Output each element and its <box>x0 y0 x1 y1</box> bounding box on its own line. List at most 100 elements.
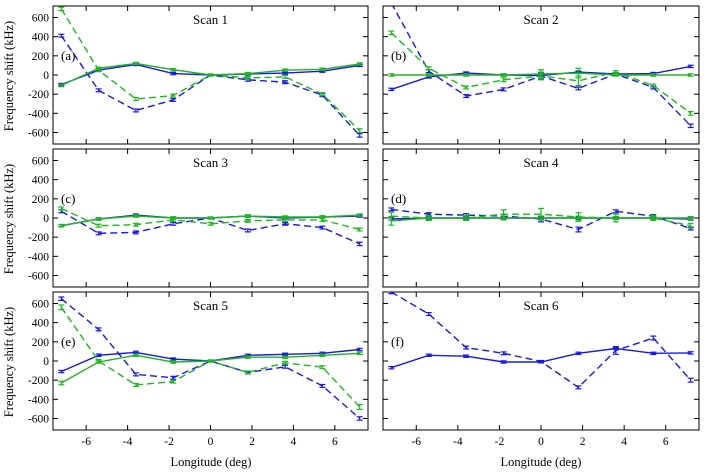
y-tick-label: 600 <box>32 13 50 25</box>
error-bar <box>356 404 363 410</box>
error-bar <box>95 68 102 73</box>
error-bar <box>319 365 326 370</box>
x-tick-label: -2 <box>495 436 505 448</box>
error-bar <box>575 226 582 233</box>
error-bar <box>575 86 582 91</box>
error-bar <box>425 353 432 357</box>
error-bar <box>687 73 694 77</box>
panel-letter: (d) <box>391 191 406 206</box>
error-bar <box>207 73 214 77</box>
series-group <box>58 6 363 138</box>
error-bar <box>463 85 470 90</box>
error-bar <box>650 335 657 341</box>
y-tick-label: 200 <box>32 337 50 349</box>
error-bar <box>612 213 619 223</box>
error-bar <box>425 215 432 221</box>
error-bar <box>244 214 251 218</box>
error-bar <box>319 353 326 357</box>
panel-frame <box>52 148 369 288</box>
error-bar <box>95 88 102 93</box>
error-bar <box>612 346 619 355</box>
error-bar <box>170 71 177 76</box>
y-axis-title: Frequency shift (kHz) Frequency shift (k… <box>2 21 16 417</box>
error-bar <box>687 215 694 221</box>
error-bar <box>500 351 507 356</box>
x-tick-label: -2 <box>164 436 174 448</box>
error-bar <box>132 353 139 357</box>
error-bar <box>575 212 582 222</box>
y-tick-label: 200 <box>32 194 50 206</box>
error-bar <box>132 230 139 235</box>
y-tick-label: 400 <box>32 175 50 187</box>
error-bar <box>575 351 582 356</box>
y-tick-label: 200 <box>32 51 50 63</box>
error-bar <box>282 360 289 365</box>
x-tick-label: 2 <box>580 436 586 448</box>
error-bar <box>132 222 139 227</box>
error-bar <box>388 365 395 370</box>
panel-3: -600 -400 -200 0 200 400 600 Scan 3 (c) <box>28 148 369 288</box>
x-tick-label: 4 <box>621 436 627 448</box>
error-bar <box>207 216 214 220</box>
error-bar <box>425 73 432 77</box>
error-bar <box>650 351 657 356</box>
x-tick-label: -4 <box>123 436 133 448</box>
y-tick-label: 600 <box>32 299 50 311</box>
panel-title: Scan 5 <box>193 298 228 313</box>
error-bar <box>282 355 289 359</box>
error-bar <box>388 73 395 77</box>
error-bar <box>95 217 102 221</box>
error-bar <box>500 77 507 83</box>
panel-6: -6 -4 -2 0 2 4 6 Scan 6 (f) <box>382 291 700 448</box>
error-bar <box>356 62 363 66</box>
error-bar <box>500 73 507 77</box>
error-bar <box>388 30 395 36</box>
error-bar <box>170 360 177 364</box>
y-tick-label: -200 <box>28 375 49 387</box>
error-bar <box>58 223 65 228</box>
error-bar <box>282 217 289 222</box>
series-line-blue-dashed <box>391 208 691 231</box>
error-bar <box>170 67 177 72</box>
x-tick-label: -6 <box>411 436 421 448</box>
error-bar <box>463 354 470 358</box>
error-bar <box>612 70 619 75</box>
error-bar <box>463 94 470 99</box>
error-bar <box>356 351 363 356</box>
error-bar <box>58 369 65 374</box>
error-bar <box>319 92 326 97</box>
error-bar <box>282 80 289 85</box>
panel-title: Scan 3 <box>193 155 228 170</box>
error-bar <box>58 6 65 12</box>
error-bar <box>58 206 65 211</box>
error-bar <box>356 416 363 421</box>
y-axis-label: Frequency shift (kHz) <box>2 307 16 417</box>
x-tick-label: -4 <box>453 436 463 448</box>
panel-letter: (b) <box>391 48 406 63</box>
y-tick-label: 0 <box>43 356 49 368</box>
error-bar <box>207 221 214 226</box>
y-tick-label: -600 <box>28 128 49 140</box>
error-bar <box>58 296 65 302</box>
y-tick-label: -400 <box>28 251 49 263</box>
error-bar <box>282 68 289 72</box>
panel-frame <box>382 5 700 145</box>
y-tick-label: 400 <box>32 32 50 44</box>
y-tick-label: 600 <box>32 156 50 168</box>
error-bar <box>170 97 177 102</box>
error-bar <box>687 111 694 116</box>
error-bar <box>425 66 432 71</box>
x-tick-label: 0 <box>208 436 214 448</box>
panel-4: Scan 4 (d) <box>382 148 700 288</box>
error-bar <box>388 87 395 92</box>
error-bar <box>95 353 102 357</box>
error-bar <box>244 370 251 375</box>
error-bar <box>687 351 694 355</box>
panel-title: Scan 2 <box>523 12 558 27</box>
y-tick-label: -400 <box>28 108 49 120</box>
error-bar <box>388 292 395 295</box>
x-tick-label: 2 <box>249 436 255 448</box>
error-bar <box>244 228 251 233</box>
error-bar <box>463 215 470 221</box>
